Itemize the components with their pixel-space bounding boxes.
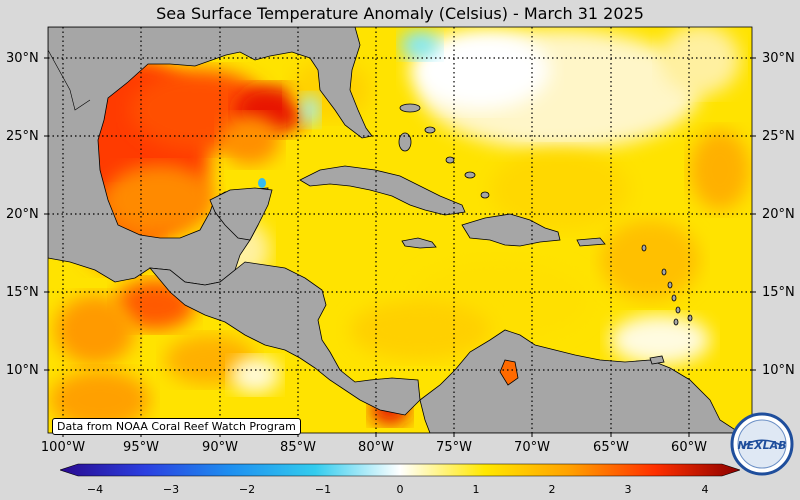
lat-label-left: 20°N [6,207,39,222]
hispaniola-island [461,213,561,247]
colorbar-tick: 3 [624,483,632,496]
colorbar-tick: −1 [314,483,332,496]
anomaly-patch [50,370,150,430]
lon-label: 100°W [40,440,86,455]
bahamas-island [424,126,436,134]
lat-label-left: 15°N [6,285,39,300]
lon-label: 65°W [593,440,629,455]
colorbar [60,463,740,477]
lat-label-left: 10°N [6,363,39,378]
anomaly-patch [230,357,280,393]
anomaly-patch [300,94,320,126]
lesser-antilles-island [671,294,677,302]
anomaly-patch [400,31,440,59]
lake-maracaibo [499,359,519,386]
map-title: Sea Surface Temperature Anomaly (Celsius… [156,4,644,23]
lat-label-right: 30°N [762,51,795,66]
anomaly-patch [660,27,740,95]
lon-label: 85°W [280,440,316,455]
anomaly-patch [55,295,135,365]
border-line [48,49,91,111]
anomaly-patch [690,130,750,210]
nexlab-logo: NEXLAB [730,412,794,476]
colorbar-tick: 2 [548,483,556,496]
south-america-landmass [419,329,741,433]
data-credit-box: Data from NOAA Coral Reef Watch Program [52,418,301,435]
colorbar-tick: −3 [162,483,180,496]
anomaly-patch [105,165,215,235]
bahamas-island [480,191,490,199]
lon-label: 60°W [671,440,707,455]
yucatan-peninsula [209,187,273,241]
colorbar-tick: −2 [238,483,256,496]
bahamas-island [445,156,455,164]
anomaly-patch [490,150,630,230]
bahamas-island [399,103,421,113]
lesser-antilles-island [675,306,681,314]
lat-label-right: 25°N [762,129,795,144]
lesser-antilles-island [667,281,673,289]
lat-label-right: 10°N [762,363,795,378]
lat-label-left: 25°N [6,129,39,144]
colorbar-gradient [60,463,740,477]
cuba-island [299,165,466,216]
lon-label: 70°W [514,440,550,455]
puerto-rico-island [576,237,606,247]
lon-label: 90°W [202,440,238,455]
anomaly-patch [610,315,710,365]
lesser-antilles-island [661,268,667,276]
cold-anomaly-spot [258,178,266,188]
anomaly-patch [600,220,700,300]
lesser-antilles-island [641,244,647,252]
lon-label: 95°W [123,440,159,455]
colorbar-tick: 4 [701,483,709,496]
colorbar-tick: 0 [396,483,404,496]
lat-label-left: 30°N [6,51,39,66]
lon-label: 80°W [358,440,394,455]
anomaly-patch [220,115,280,165]
lat-label-right: 20°N [762,207,795,222]
svg-text:NEXLAB: NEXLAB [737,439,786,452]
colorbar-tick: 1 [472,483,480,496]
trinidad-island [649,355,665,365]
colorbar-tick: −4 [86,483,104,496]
lesser-antilles-island [673,318,679,326]
lon-label: 75°W [436,440,472,455]
bahamas-island [464,171,476,179]
lat-label-right: 15°N [762,285,795,300]
jamaica-island [401,237,437,249]
map-frame [47,26,753,434]
central-america-landmass [149,261,421,416]
bahamas-island [398,132,412,152]
anomaly-patch [350,300,490,360]
anomaly-patch [410,30,550,110]
